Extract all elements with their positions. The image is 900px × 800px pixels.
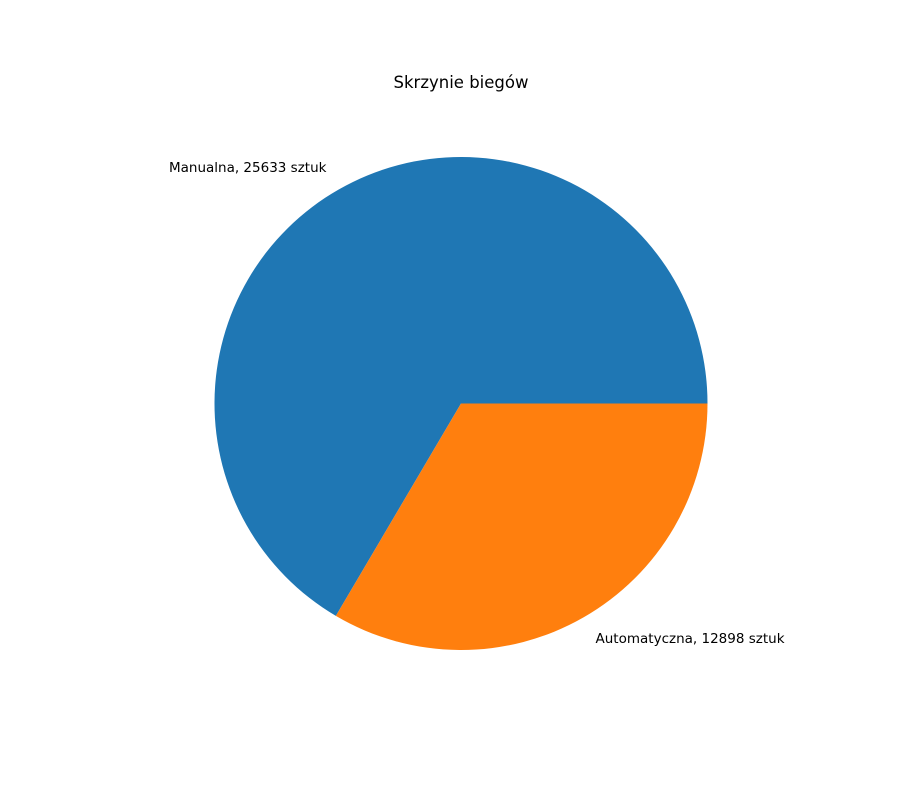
pie-slice-automatyczna [335,403,708,650]
pie-slice-manualna [214,156,708,616]
chart-title: Skrzynie biegów [394,73,529,92]
pie-slices [214,156,708,650]
slice-label-automatyczna: Automatyczna, 12898 sztuk [596,631,785,647]
pie-slice-labels: Manualna, 25633 sztuk Automatyczna, 12898… [169,160,785,647]
slice-label-manualna: Manualna, 25633 sztuk [169,160,327,176]
